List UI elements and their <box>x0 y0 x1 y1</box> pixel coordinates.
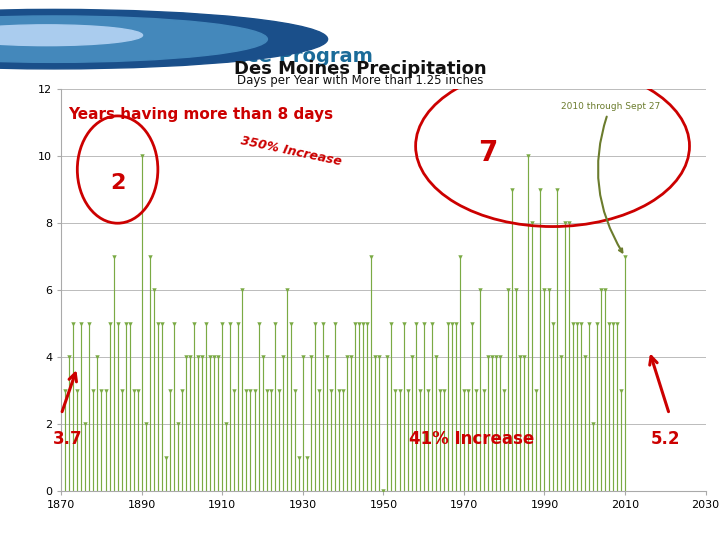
Text: 2010 through Sept 27: 2010 through Sept 27 <box>561 102 660 252</box>
Text: 5.2: 5.2 <box>651 430 680 448</box>
Text: 3.7: 3.7 <box>53 430 83 448</box>
Circle shape <box>0 16 267 62</box>
Circle shape <box>0 9 328 69</box>
Text: 7: 7 <box>478 139 498 167</box>
Text: 2: 2 <box>110 173 125 193</box>
Text: 350% Increase: 350% Increase <box>239 134 343 168</box>
Text: Days per Year with More than 1.25 inches: Days per Year with More than 1.25 inches <box>237 75 483 87</box>
Circle shape <box>0 25 143 46</box>
Text: 41% Increase: 41% Increase <box>410 430 535 448</box>
Text: Iowa State University: Iowa State University <box>104 17 230 27</box>
Text: Years having more than 8 days: Years having more than 8 days <box>68 107 333 122</box>
Text: Des Moines Precipitation: Des Moines Precipitation <box>234 60 486 78</box>
Text: Climate Science Program: Climate Science Program <box>97 47 373 66</box>
